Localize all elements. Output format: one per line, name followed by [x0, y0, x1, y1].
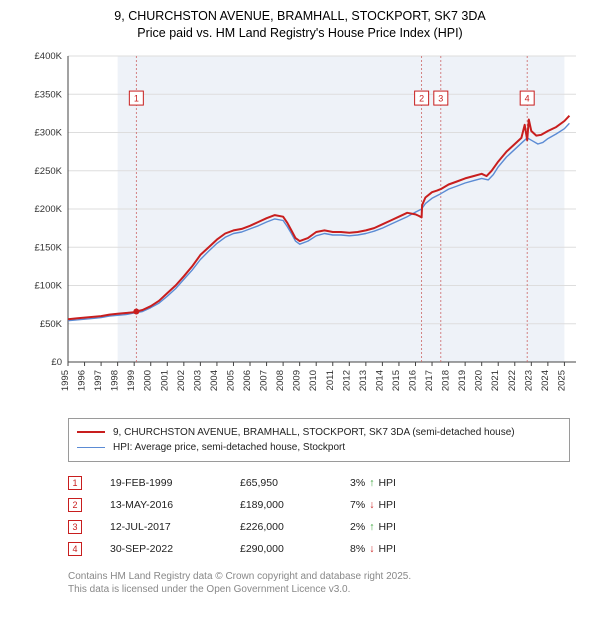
svg-text:2017: 2017 [424, 370, 435, 391]
arrow-icon: ↑ [369, 521, 374, 533]
svg-text:2023: 2023 [523, 370, 534, 391]
legend-item: HPI: Average price, semi-detached house,… [77, 440, 561, 455]
legend-swatch [77, 447, 105, 448]
title-line2: Price paid vs. HM Land Registry's House … [12, 25, 588, 42]
svg-text:1995: 1995 [60, 370, 71, 391]
svg-text:1: 1 [134, 93, 139, 103]
event-date: 13-MAY-2016 [110, 499, 240, 511]
legend-item: 9, CHURCHSTON AVENUE, BRAMHALL, STOCKPOR… [77, 425, 561, 440]
chart-title: 9, CHURCHSTON AVENUE, BRAMHALL, STOCKPOR… [12, 8, 588, 42]
arrow-icon: ↓ [369, 499, 374, 511]
event-change: 2% ↑ HPI [350, 521, 440, 533]
svg-text:2024: 2024 [540, 370, 551, 391]
svg-text:2015: 2015 [391, 370, 402, 391]
svg-text:1996: 1996 [77, 370, 88, 391]
svg-text:2008: 2008 [275, 370, 286, 391]
arrow-icon: ↓ [369, 543, 374, 555]
event-date: 30-SEP-2022 [110, 543, 240, 555]
event-price: £65,950 [240, 477, 350, 489]
footer-line: This data is licensed under the Open Gov… [68, 583, 588, 597]
svg-text:2019: 2019 [457, 370, 468, 391]
svg-text:2003: 2003 [192, 370, 203, 391]
svg-text:2016: 2016 [407, 370, 418, 391]
svg-text:£0: £0 [51, 357, 62, 368]
table-row: 4 30-SEP-2022£290,0008% ↓ HPI [68, 538, 588, 560]
event-marker-badge: 2 [68, 498, 82, 512]
svg-text:2025: 2025 [556, 370, 567, 391]
svg-text:£350K: £350K [35, 89, 63, 100]
svg-text:2021: 2021 [490, 370, 501, 391]
svg-text:£250K: £250K [35, 166, 63, 177]
event-marker-badge: 3 [68, 520, 82, 534]
svg-text:2014: 2014 [374, 370, 385, 391]
arrow-icon: ↑ [369, 477, 374, 489]
event-change: 3% ↑ HPI [350, 477, 440, 489]
table-row: 1 19-FEB-1999£65,9503% ↑ HPI [68, 472, 588, 494]
table-row: 3 12-JUL-2017£226,0002% ↑ HPI [68, 516, 588, 538]
event-price: £290,000 [240, 543, 350, 555]
svg-text:4: 4 [525, 93, 530, 103]
svg-text:3: 3 [438, 93, 443, 103]
event-marker-badge: 1 [68, 476, 82, 490]
svg-text:2009: 2009 [292, 370, 303, 391]
legend-label: 9, CHURCHSTON AVENUE, BRAMHALL, STOCKPOR… [113, 425, 515, 440]
svg-text:1998: 1998 [110, 370, 121, 391]
svg-text:£50K: £50K [40, 319, 63, 330]
sale-events-table: 119-FEB-1999£65,9503% ↑ HPI213-MAY-2016£… [68, 472, 588, 560]
legend-swatch [77, 431, 105, 433]
event-price: £189,000 [240, 499, 350, 511]
svg-text:2010: 2010 [308, 370, 319, 391]
svg-text:1999: 1999 [126, 370, 137, 391]
svg-text:2006: 2006 [242, 370, 253, 391]
event-date: 19-FEB-1999 [110, 477, 240, 489]
event-date: 12-JUL-2017 [110, 521, 240, 533]
table-row: 2 13-MAY-2016£189,0007% ↓ HPI [68, 494, 588, 516]
footer-line: Contains HM Land Registry data © Crown c… [68, 570, 588, 584]
svg-text:2005: 2005 [225, 370, 236, 391]
svg-text:2000: 2000 [143, 370, 154, 391]
svg-text:1997: 1997 [93, 370, 104, 391]
svg-text:2018: 2018 [441, 370, 452, 391]
svg-text:£200K: £200K [35, 204, 63, 215]
title-line1: 9, CHURCHSTON AVENUE, BRAMHALL, STOCKPOR… [12, 8, 588, 25]
svg-text:£400K: £400K [35, 51, 63, 62]
svg-text:2011: 2011 [325, 370, 336, 390]
legend-label: HPI: Average price, semi-detached house,… [113, 440, 345, 455]
svg-text:£100K: £100K [35, 280, 63, 291]
svg-text:£150K: £150K [35, 242, 63, 253]
svg-text:2: 2 [419, 93, 424, 103]
svg-text:2004: 2004 [209, 370, 220, 391]
price-chart: £0 £50K £100K £150K £200K £250K £300K £350K £400… [12, 48, 588, 408]
event-change: 8% ↓ HPI [350, 543, 440, 555]
svg-text:2002: 2002 [176, 370, 187, 391]
svg-text:2001: 2001 [159, 370, 170, 391]
svg-text:2007: 2007 [259, 370, 270, 391]
svg-text:£300K: £300K [35, 127, 63, 138]
event-change: 7% ↓ HPI [350, 499, 440, 511]
attribution-footer: Contains HM Land Registry data © Crown c… [68, 570, 588, 597]
event-price: £226,000 [240, 521, 350, 533]
svg-text:2022: 2022 [507, 370, 518, 391]
svg-text:2012: 2012 [341, 370, 352, 391]
event-marker-badge: 4 [68, 542, 82, 556]
svg-text:2013: 2013 [358, 370, 369, 391]
chart-legend: 9, CHURCHSTON AVENUE, BRAMHALL, STOCKPOR… [68, 418, 570, 462]
svg-text:2020: 2020 [474, 370, 485, 391]
